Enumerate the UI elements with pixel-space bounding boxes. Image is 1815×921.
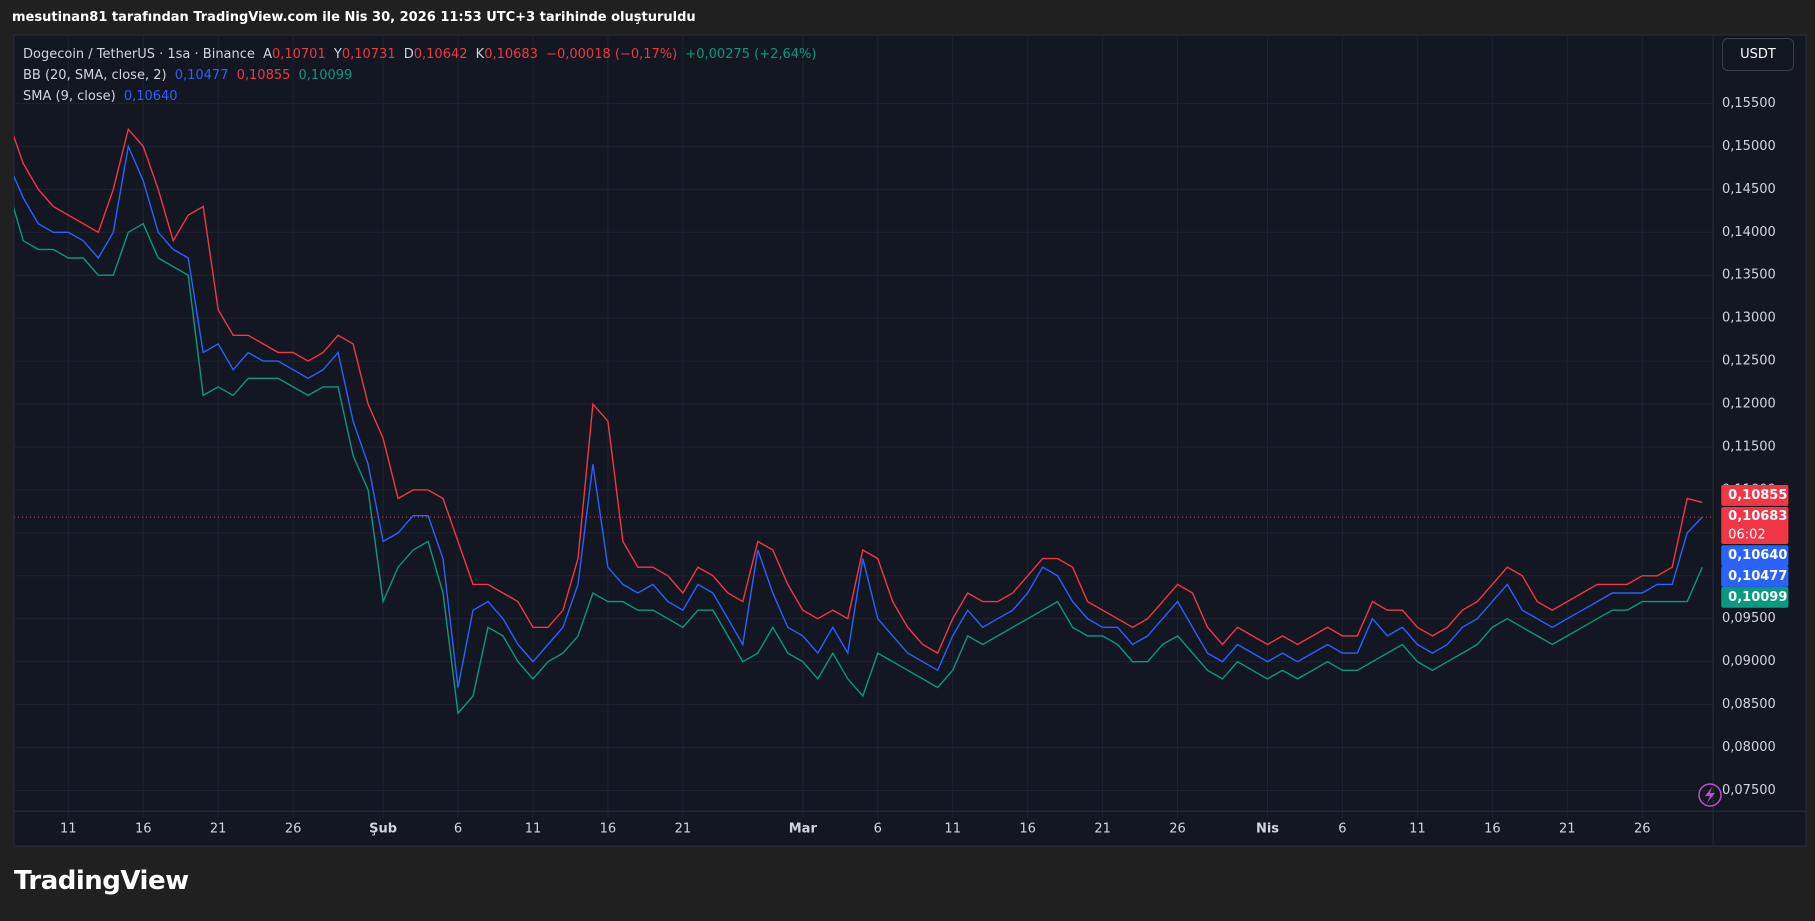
x-tick-label: 6: [1338, 821, 1346, 836]
x-tick-label: Mar: [789, 821, 818, 836]
ohlc-label: K: [475, 47, 485, 62]
y-tick-label: 0,08000: [1722, 740, 1776, 755]
y-tick-label: 0,07500: [1722, 783, 1776, 798]
x-tick-label: 16: [600, 821, 617, 836]
x-tick-label: 21: [1094, 821, 1111, 836]
alert-icon[interactable]: [1698, 783, 1722, 807]
price-tag-label: 0,10855: [1728, 488, 1787, 503]
indicator-name: SMA (9, close): [23, 89, 116, 104]
alert-icon-bolt: [1705, 787, 1715, 803]
x-tick-label: 21: [1559, 821, 1576, 836]
ohlc-label: A: [263, 47, 272, 62]
ohlc-label: Y: [333, 47, 342, 62]
y-tick-label: 0,13000: [1722, 311, 1776, 326]
price-tag: [1721, 545, 1789, 567]
series-line: [14, 206, 1703, 715]
y-tick-label: 0,11500: [1722, 439, 1776, 454]
y-tick-label: 0,12000: [1722, 397, 1776, 412]
y-tick-label: 0,14000: [1722, 225, 1776, 240]
x-tick-label: 16: [1484, 821, 1501, 836]
x-tick-label: 16: [135, 821, 152, 836]
y-tick-label: 0,15000: [1722, 139, 1776, 154]
y-tick-label: 0,09000: [1722, 654, 1776, 669]
indicator-value: 0,10099: [298, 68, 353, 83]
y-tick-label: 0,09500: [1722, 611, 1776, 626]
price-tag-label: 06:02: [1728, 527, 1765, 542]
symbol: Dogecoin / TetherUS · 1sa · Binance: [23, 47, 255, 62]
x-tick-label: Nis: [1256, 821, 1279, 836]
x-tick-label: 26: [285, 821, 302, 836]
caption: mesutinan81 tarafından TradingView.com i…: [12, 10, 696, 25]
ohlc-value: 0,10701: [271, 47, 326, 62]
price-tag: [1721, 506, 1789, 545]
x-tick-label: Şub: [369, 821, 397, 836]
chart-pane: [13, 34, 1807, 847]
ohlc-label: D: [403, 47, 414, 62]
x-tick-label: 26: [1169, 821, 1186, 836]
x-tick-label: 6: [874, 821, 882, 836]
x-tick-label: 11: [944, 821, 961, 836]
x-tick-label: 16: [1019, 821, 1036, 836]
brand-text: TradingView: [14, 866, 189, 896]
indicator-value: 0,10640: [123, 89, 178, 104]
price-tag-label: 0,10683: [1728, 509, 1787, 524]
y-tick-label: 0,15500: [1722, 96, 1776, 111]
legend-row: SMA (9, close) 0,10640: [23, 86, 820, 107]
x-tick-label: 21: [675, 821, 692, 836]
legend-row: BB (20, SMA, close, 2) 0,10477 0,10855 0…: [23, 65, 820, 86]
x-tick-label: 11: [60, 821, 77, 836]
x-tick-label: 11: [1409, 821, 1426, 836]
y-tick-label: 0,14500: [1722, 182, 1776, 197]
change-total: +0,00275 (+2,64%): [685, 47, 817, 62]
price-tag: [1721, 485, 1789, 506]
x-tick-label: 21: [210, 821, 227, 836]
series-line: [14, 143, 1703, 688]
x-tick-label: 26: [1634, 821, 1651, 836]
indicator-value: 0,10477: [174, 68, 229, 83]
series-line: [14, 127, 1703, 655]
ohlc-value: 0,10731: [341, 47, 396, 62]
price-tag-label: 0,10640: [1728, 548, 1787, 563]
x-tick-label: 6: [454, 821, 462, 836]
legend-row: Dogecoin / TetherUS · 1sa · Binance A0,1…: [23, 44, 820, 65]
brand-logo: TradingView: [14, 866, 189, 896]
x-tick-label: 11: [525, 821, 542, 836]
change: −0,00018 (−0,17%): [546, 47, 678, 62]
price-tag-label: 0,10099: [1728, 590, 1787, 605]
ohlc-value: 0,10642: [413, 47, 468, 62]
price-tag: [1721, 566, 1789, 587]
indicator-name: BB (20, SMA, close, 2): [23, 68, 167, 83]
currency-button[interactable]: USDT: [1722, 38, 1794, 71]
price-tag: [1721, 586, 1789, 608]
indicator-value: 0,10855: [236, 68, 291, 83]
price-tag-label: 0,10477: [1728, 569, 1787, 584]
y-tick-label: 0,08500: [1722, 697, 1776, 712]
y-tick-label: 0,13500: [1722, 268, 1776, 283]
legend: Dogecoin / TetherUS · 1sa · Binance A0,1…: [23, 44, 820, 107]
ohlc-value: 0,10683: [484, 47, 538, 62]
y-tick-label: 0,12500: [1722, 354, 1776, 369]
